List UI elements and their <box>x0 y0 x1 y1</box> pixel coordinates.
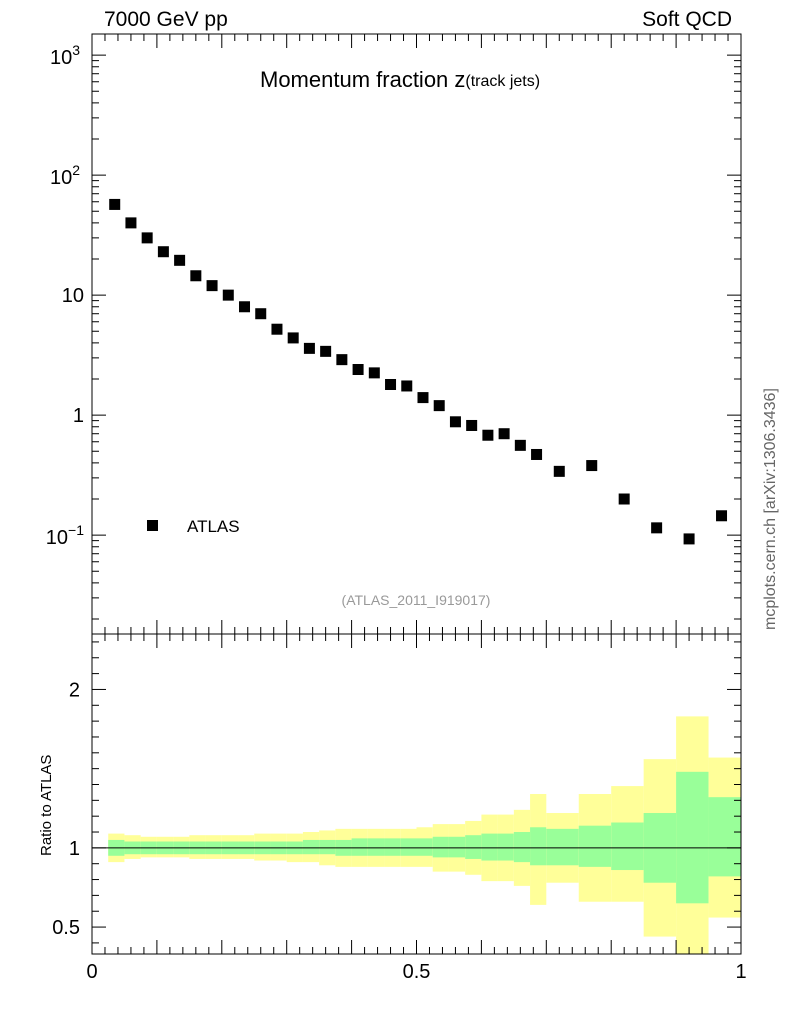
ratio-bands <box>108 716 741 954</box>
y-tick-label: 10−1 <box>46 522 84 549</box>
data-point <box>514 439 526 451</box>
data-point <box>449 416 461 428</box>
data-point <box>157 246 169 258</box>
ratio-y-tick-label: 0.5 <box>52 917 80 939</box>
y-tick-label: 10 <box>62 285 84 307</box>
ratio-stat-band <box>432 836 449 858</box>
chart-title-subscript: (track jets) <box>465 73 540 90</box>
data-point <box>206 280 218 292</box>
data-point <box>141 232 153 244</box>
x-tick-label: 1 <box>735 961 746 983</box>
data-point <box>125 217 137 229</box>
data-point <box>531 448 543 460</box>
main-panel-frame <box>91 33 742 635</box>
data-point <box>303 342 315 354</box>
data-point <box>466 419 478 431</box>
data-point <box>271 323 283 335</box>
ratio-stat-band <box>465 835 482 859</box>
data-point <box>482 429 494 441</box>
ratio-stat-band <box>367 838 385 856</box>
tick-labels: 10−1 1 10 102 103 0 0.5 1 0.5 1 2 <box>46 42 747 983</box>
data-point <box>109 198 121 210</box>
ratio-stat-band <box>384 838 401 856</box>
chart-title: Momentum fraction z(track jets) <box>260 67 540 92</box>
data-point <box>618 493 630 505</box>
data-point <box>683 533 695 545</box>
data-point <box>401 380 413 392</box>
ratio-stat-band <box>708 797 741 877</box>
header-collision: 7000 GeV pp <box>104 8 228 31</box>
reference-label: (ATLAS_2011_I919017) <box>342 592 491 608</box>
source-note: mcplots.cern.ch [arXiv:1306.3436] <box>762 388 779 630</box>
ratio-y-tick-label: 2 <box>69 679 80 701</box>
ratio-stat-band <box>676 771 709 904</box>
ratio-y-axis-label: Ratio to ATLAS <box>38 754 55 856</box>
ratio-stat-band <box>497 833 514 861</box>
data-point <box>498 428 510 440</box>
x-tick-label: 0.5 <box>403 961 431 983</box>
legend-label: ATLAS <box>187 517 240 536</box>
data-markers <box>109 198 728 545</box>
ratio-stat-band <box>351 838 368 856</box>
ratio-panel-frame <box>91 633 742 955</box>
data-point <box>255 308 267 320</box>
data-point <box>352 364 364 376</box>
y-tick-label: 103 <box>50 42 80 69</box>
ratio-stat-band <box>400 838 417 856</box>
ratio-stat-band <box>513 832 531 863</box>
ratio-stat-band <box>448 836 466 858</box>
data-point <box>553 465 565 477</box>
ratio-stat-band <box>416 838 433 856</box>
data-point <box>222 289 234 301</box>
data-point <box>417 392 429 404</box>
data-point <box>716 510 728 522</box>
header-process: Soft QCD <box>642 8 732 31</box>
y-tick-label: 102 <box>50 162 80 189</box>
data-point <box>190 270 202 282</box>
ratio-stat-band <box>546 828 579 866</box>
data-point <box>336 354 348 366</box>
data-point <box>651 522 663 534</box>
ratio-stat-band <box>578 825 612 867</box>
ratio-stat-band <box>319 839 336 855</box>
data-point <box>320 345 332 357</box>
data-point <box>174 254 186 266</box>
ratio-stat-band <box>481 833 498 861</box>
data-point <box>368 367 380 379</box>
ratio-stat-band <box>530 827 547 866</box>
ratio-stat-band <box>302 839 320 855</box>
y-tick-label: 1 <box>73 405 84 427</box>
ratio-stat-band <box>611 822 644 871</box>
axis-ticks <box>91 34 742 954</box>
data-point <box>586 460 598 472</box>
x-tick-label: 0 <box>86 961 97 983</box>
data-point <box>433 400 445 412</box>
legend-marker <box>147 520 158 531</box>
ratio-y-tick-label: 1 <box>69 838 80 860</box>
data-point <box>239 301 251 313</box>
data-point <box>287 332 299 344</box>
data-point <box>385 378 397 390</box>
